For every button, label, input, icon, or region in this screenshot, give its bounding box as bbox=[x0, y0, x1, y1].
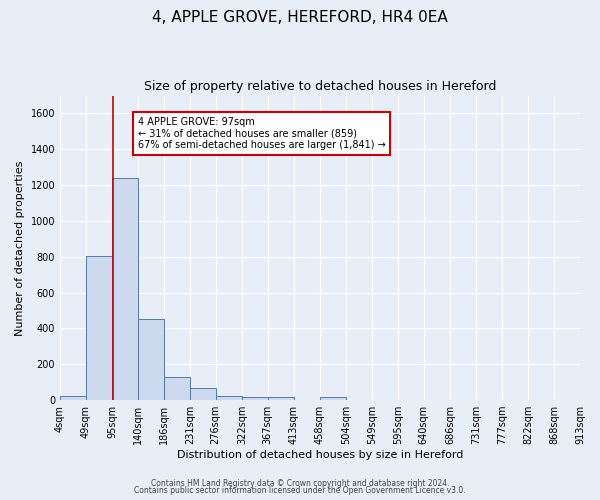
Text: Contains HM Land Registry data © Crown copyright and database right 2024.: Contains HM Land Registry data © Crown c… bbox=[151, 478, 449, 488]
Bar bbox=[60, 396, 86, 400]
Text: Contains public sector information licensed under the Open Government Licence v3: Contains public sector information licen… bbox=[134, 486, 466, 495]
Bar bbox=[112, 178, 138, 400]
Bar bbox=[320, 398, 346, 400]
Text: 4 APPLE GROVE: 97sqm
← 31% of detached houses are smaller (859)
67% of semi-deta: 4 APPLE GROVE: 97sqm ← 31% of detached h… bbox=[138, 117, 386, 150]
Text: 4, APPLE GROVE, HEREFORD, HR4 0EA: 4, APPLE GROVE, HEREFORD, HR4 0EA bbox=[152, 10, 448, 25]
Y-axis label: Number of detached properties: Number of detached properties bbox=[15, 160, 25, 336]
X-axis label: Distribution of detached houses by size in Hereford: Distribution of detached houses by size … bbox=[177, 450, 463, 460]
Title: Size of property relative to detached houses in Hereford: Size of property relative to detached ho… bbox=[144, 80, 496, 93]
Bar bbox=[242, 396, 268, 400]
Bar bbox=[138, 318, 164, 400]
Bar bbox=[215, 396, 242, 400]
Bar bbox=[190, 388, 215, 400]
Bar bbox=[268, 398, 294, 400]
Bar bbox=[164, 377, 190, 400]
Bar bbox=[86, 256, 112, 400]
